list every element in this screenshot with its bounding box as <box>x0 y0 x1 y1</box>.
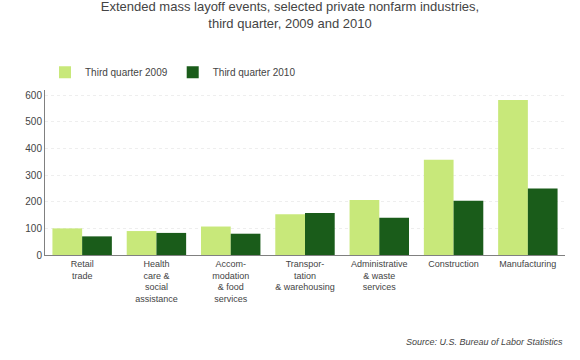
svg-text:0: 0 <box>36 250 42 261</box>
svg-text:300: 300 <box>25 170 42 181</box>
svg-text:Third quarter 2010: Third quarter 2010 <box>213 67 296 78</box>
svg-text:Extended mass layoff events, s: Extended mass layoff events, selected pr… <box>101 0 479 31</box>
svg-text:Accom-modation& foodservices: Accom-modation& foodservices <box>212 259 249 304</box>
svg-text:Source: U.S. Bureau of Labor S: Source: U.S. Bureau of Labor Statistics <box>406 337 563 347</box>
svg-text:Manufacturing: Manufacturing <box>499 259 556 269</box>
svg-text:400: 400 <box>25 143 42 154</box>
svg-text:500: 500 <box>25 116 42 127</box>
svg-text:Retailtrade: Retailtrade <box>71 259 94 281</box>
svg-text:Administrative& wasteservices: Administrative& wasteservices <box>351 259 408 292</box>
svg-text:Third quarter 2009: Third quarter 2009 <box>85 67 168 78</box>
svg-text:Transpor-tation& warehousing: Transpor-tation& warehousing <box>275 259 335 292</box>
svg-text:100: 100 <box>25 223 42 234</box>
svg-text:Construction: Construction <box>428 259 479 269</box>
svg-text:200: 200 <box>25 196 42 207</box>
svg-text:600: 600 <box>25 90 42 101</box>
svg-text:Healthcare &socialassistance: Healthcare &socialassistance <box>135 259 178 304</box>
